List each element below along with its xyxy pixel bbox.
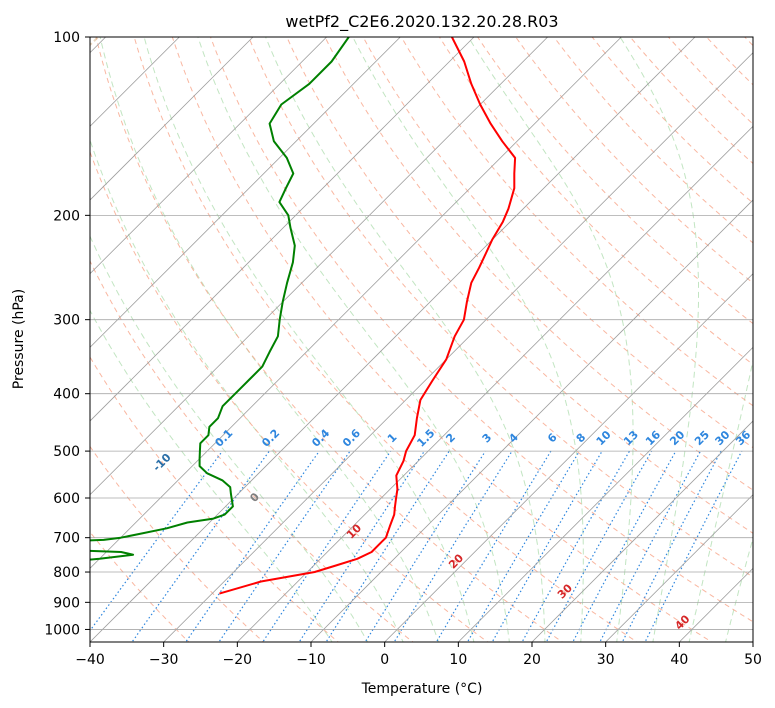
y-tick-label: 300 xyxy=(53,313,80,329)
temperature-profile-line xyxy=(219,37,517,595)
mixing-ratio-line xyxy=(90,450,223,632)
isotherm-line xyxy=(310,199,753,642)
isotherm-line xyxy=(90,37,696,642)
dry-adiabat-line xyxy=(286,37,753,534)
dry-adiabat-line xyxy=(171,37,713,642)
mixing-ratio-lines xyxy=(90,450,743,642)
mixing-ratio-line xyxy=(621,450,722,642)
dewpoint-profile-line xyxy=(90,37,350,561)
isotherm-line xyxy=(90,37,475,422)
mixing-ratio-line xyxy=(599,450,702,642)
dry-adiabat-line xyxy=(248,37,753,578)
x-tick-label: −30 xyxy=(149,652,179,668)
y-axis: 100 200 300 400 500 600 700 800 900 1000 xyxy=(44,30,90,638)
mixing-ratio-line xyxy=(131,450,270,642)
x-axis-label: Temperature (°C) xyxy=(361,681,483,697)
isotherm-line xyxy=(90,37,622,569)
mixing-ratio-line xyxy=(364,450,486,642)
isotherm-line xyxy=(605,494,753,642)
mixing-ratio-line xyxy=(262,450,392,642)
isotherm-line xyxy=(90,37,548,496)
x-tick-label: 50 xyxy=(744,652,762,668)
chart-title: wetPf2_C2E6.2020.132.20.28.R03 xyxy=(285,12,558,32)
y-tick-label: 500 xyxy=(53,444,80,460)
isotherm-line xyxy=(458,346,753,642)
dry-adiabat-line xyxy=(400,37,753,407)
y-tick-label: 1000 xyxy=(44,622,80,638)
isotherm-line xyxy=(531,420,753,642)
x-tick-label: −20 xyxy=(223,652,253,668)
x-tick-label: 40 xyxy=(670,652,688,668)
x-tick-label: −10 xyxy=(296,652,326,668)
y-tick-label: 200 xyxy=(53,208,80,224)
y-tick-label: 100 xyxy=(53,30,80,46)
dry-adiabat-line xyxy=(324,37,753,491)
dry-adiabat-line xyxy=(90,150,489,642)
y-tick-label: 600 xyxy=(53,491,80,507)
y-axis-label: Pressure (hPa) xyxy=(11,289,27,389)
isotherm-line xyxy=(384,273,753,642)
isotherm-line xyxy=(90,37,401,348)
isotherm-line xyxy=(163,52,753,642)
x-tick-label: 10 xyxy=(449,652,467,668)
isotherm-line xyxy=(90,37,254,201)
x-tick-label: 0 xyxy=(380,652,389,668)
y-tick-label: 900 xyxy=(53,595,80,611)
isotherms xyxy=(90,37,753,642)
mixing-ratio-line xyxy=(325,450,450,642)
y-tick-label: 800 xyxy=(53,565,80,581)
x-tick-label: −40 xyxy=(75,652,105,668)
y-tick-label: 700 xyxy=(53,531,80,547)
profiles xyxy=(90,37,517,595)
x-tick-label: 30 xyxy=(597,652,615,668)
x-tick-label: 20 xyxy=(523,652,541,668)
mixing-ratio-line xyxy=(466,450,580,642)
y-tick-label: 400 xyxy=(53,387,80,403)
mixing-ratio-line xyxy=(393,450,513,642)
mixing-ratio-line xyxy=(218,450,351,642)
moist-adiabat-line xyxy=(90,235,369,642)
plot-frame xyxy=(89,36,754,643)
x-axis: −40 −30 −20 −10 0 10 20 30 40 50 xyxy=(75,642,762,668)
dry-adiabat-line xyxy=(209,37,753,623)
isotherm-line xyxy=(90,37,327,275)
mixing-ratio-line xyxy=(185,450,320,642)
mixing-ratio-line xyxy=(572,450,677,642)
mixing-ratio-line xyxy=(298,450,425,642)
plot-area: 0.10.20.40.611.52346810131620253036-100-… xyxy=(90,37,753,642)
isotherm-line xyxy=(237,125,753,642)
